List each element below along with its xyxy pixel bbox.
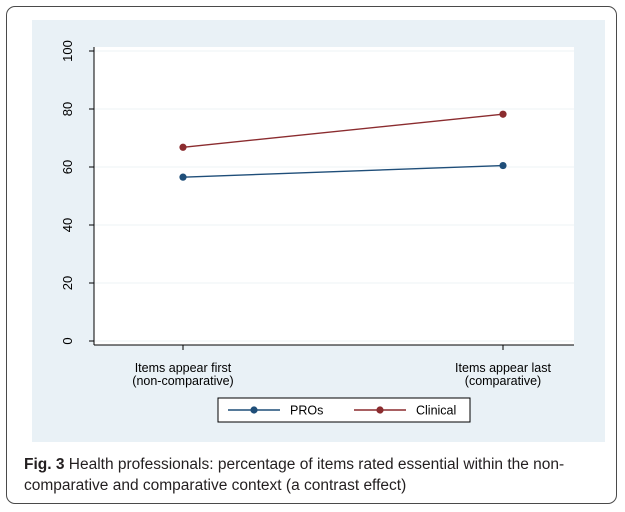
y-tick-label: 60	[60, 160, 75, 174]
y-tick-label: 40	[60, 218, 75, 232]
x-tick-label: (comparative)	[465, 374, 541, 388]
legend-marker-clinical	[376, 406, 384, 414]
figure-label: Fig. 3	[24, 456, 65, 473]
legend-label-pros: PROs	[290, 404, 323, 418]
data-point-clinical	[499, 110, 507, 118]
legend-label-clinical: Clinical	[416, 404, 456, 418]
figure-caption: Fig. 3 Health professionals: percentage …	[24, 454, 609, 496]
plot-area	[94, 47, 574, 345]
series-line-pros	[182, 164, 504, 178]
x-tick-label: Items appear last	[455, 361, 551, 375]
y-tick-label: 20	[60, 276, 75, 290]
data-point-pros	[179, 173, 187, 181]
data-point-pros	[499, 161, 507, 170]
x-tick-label: (non-comparative)	[132, 374, 233, 388]
series-line-clinical	[182, 113, 504, 148]
y-tick-label: 100	[60, 40, 75, 62]
y-tick-label: 0	[60, 337, 75, 344]
data-point-clinical	[179, 143, 187, 151]
y-tick-label: 80	[60, 102, 75, 116]
caption-text: Health professionals: percentage of item…	[24, 456, 565, 494]
x-tick-label: Items appear first	[135, 361, 232, 375]
legend-marker-pros	[250, 406, 258, 414]
